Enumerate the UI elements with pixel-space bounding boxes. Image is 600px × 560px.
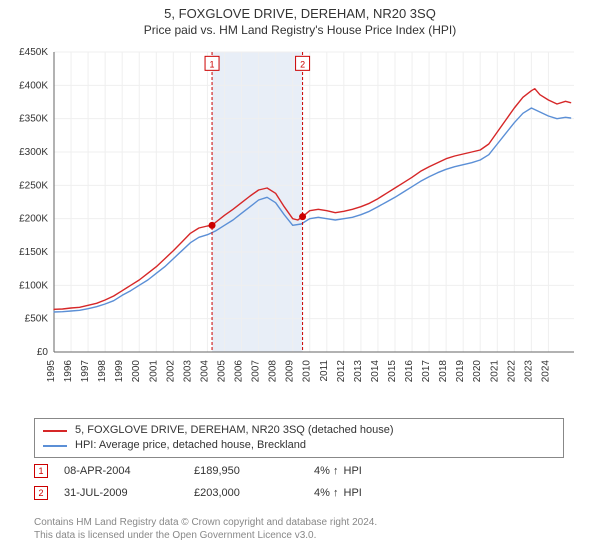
svg-text:2015: 2015 [387, 360, 398, 383]
svg-text:2018: 2018 [438, 360, 449, 383]
sale-marker-icon: 2 [34, 486, 48, 500]
sale-marker-icon: 1 [34, 464, 48, 478]
svg-text:2009: 2009 [285, 360, 296, 383]
svg-text:2008: 2008 [268, 360, 279, 383]
legend-label: 5, FOXGLOVE DRIVE, DEREHAM, NR20 3SQ (de… [75, 423, 394, 438]
svg-text:2022: 2022 [506, 360, 517, 383]
svg-text:2012: 2012 [336, 360, 347, 383]
sale-row: 2 31-JUL-2009 £203,000 4% HPI [34, 482, 564, 504]
svg-text:2: 2 [300, 59, 305, 69]
sale-date: 08-APR-2004 [64, 465, 194, 477]
attribution: Contains HM Land Registry data © Crown c… [34, 516, 564, 542]
svg-text:2002: 2002 [165, 360, 176, 383]
svg-text:£250K: £250K [19, 180, 48, 191]
svg-text:£200K: £200K [19, 214, 48, 225]
sale-row: 1 08-APR-2004 £189,950 4% HPI [34, 460, 564, 482]
svg-text:2005: 2005 [216, 360, 227, 383]
sale-price: £189,950 [194, 465, 314, 477]
title-address: 5, FOXGLOVE DRIVE, DEREHAM, NR20 3SQ [0, 6, 600, 21]
titles: 5, FOXGLOVE DRIVE, DEREHAM, NR20 3SQ Pri… [0, 0, 600, 37]
legend-row: HPI: Average price, detached house, Brec… [43, 438, 555, 453]
svg-text:£350K: £350K [19, 114, 48, 125]
sales-table: 1 08-APR-2004 £189,950 4% HPI 2 31-JUL-2… [34, 460, 564, 504]
chart-figure: 5, FOXGLOVE DRIVE, DEREHAM, NR20 3SQ Pri… [0, 0, 600, 560]
legend-swatch [43, 445, 67, 447]
svg-text:1: 1 [210, 59, 215, 69]
title-subtitle: Price paid vs. HM Land Registry's House … [0, 23, 600, 37]
legend: 5, FOXGLOVE DRIVE, DEREHAM, NR20 3SQ (de… [34, 418, 564, 458]
svg-text:1995: 1995 [46, 360, 57, 383]
svg-text:2023: 2023 [523, 360, 534, 383]
svg-text:£400K: £400K [19, 80, 48, 91]
legend-row: 5, FOXGLOVE DRIVE, DEREHAM, NR20 3SQ (de… [43, 423, 555, 438]
svg-text:£300K: £300K [19, 147, 48, 158]
svg-text:2021: 2021 [489, 360, 500, 383]
svg-text:2016: 2016 [404, 360, 415, 383]
svg-text:2019: 2019 [455, 360, 466, 383]
svg-text:2014: 2014 [370, 360, 381, 383]
svg-text:2000: 2000 [131, 360, 142, 383]
svg-text:2003: 2003 [182, 360, 193, 383]
svg-text:£0: £0 [37, 347, 49, 358]
svg-text:£150K: £150K [19, 247, 48, 258]
svg-text:£450K: £450K [19, 47, 48, 58]
svg-text:2024: 2024 [540, 360, 551, 383]
chart-area: £0 £50K £100K £150K £200K £250K £300K £350K £400… [0, 46, 600, 406]
svg-text:2020: 2020 [472, 360, 483, 383]
sale-delta: 4% HPI [314, 465, 404, 477]
svg-text:2001: 2001 [148, 360, 159, 383]
svg-text:2013: 2013 [353, 360, 364, 383]
svg-text:2007: 2007 [251, 360, 262, 383]
svg-text:£50K: £50K [25, 314, 49, 325]
attribution-line: Contains HM Land Registry data © Crown c… [34, 516, 564, 529]
svg-text:2017: 2017 [421, 360, 432, 383]
arrow-up-icon [333, 465, 341, 477]
svg-text:1999: 1999 [114, 360, 125, 383]
sale-delta: 4% HPI [314, 487, 404, 499]
sale-price: £203,000 [194, 487, 314, 499]
svg-text:2010: 2010 [302, 360, 313, 383]
chart-svg: £0 £50K £100K £150K £200K £250K £300K £350K £400… [0, 46, 600, 406]
svg-text:2011: 2011 [319, 360, 330, 382]
arrow-up-icon [333, 487, 341, 499]
attribution-line: This data is licensed under the Open Gov… [34, 529, 564, 542]
svg-text:£100K: £100K [19, 280, 48, 291]
svg-text:1998: 1998 [97, 360, 108, 383]
legend-swatch [43, 430, 67, 432]
svg-text:1997: 1997 [80, 360, 91, 383]
svg-text:2006: 2006 [234, 360, 245, 383]
svg-text:2004: 2004 [199, 360, 210, 383]
svg-text:1996: 1996 [63, 360, 74, 383]
sale-date: 31-JUL-2009 [64, 487, 194, 499]
legend-label: HPI: Average price, detached house, Brec… [75, 438, 306, 453]
